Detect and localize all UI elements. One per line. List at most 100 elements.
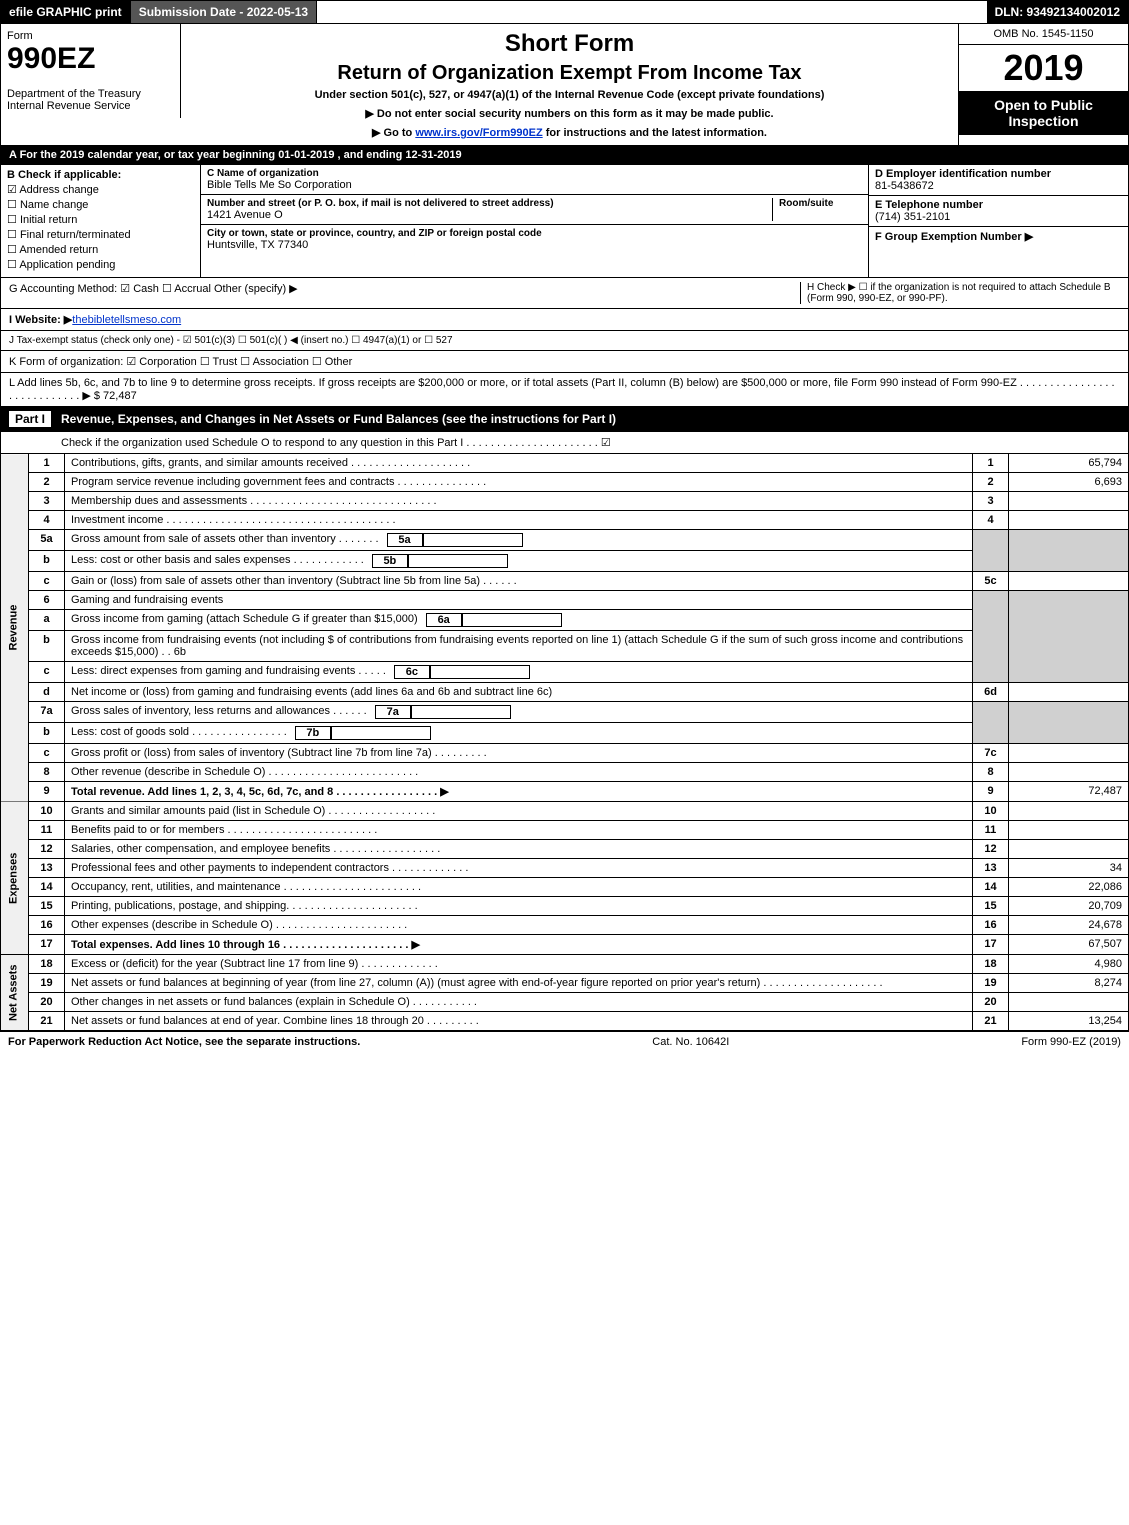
d-label: D Employer identification number bbox=[875, 168, 1122, 180]
e-val: (714) 351-2101 bbox=[875, 211, 1122, 223]
part-i-header: Part I Revenue, Expenses, and Changes in… bbox=[0, 407, 1129, 432]
row-h: H Check ▶ ☐ if the organization is not r… bbox=[800, 282, 1120, 304]
line-19: 19Net assets or fund balances at beginni… bbox=[1, 974, 1129, 993]
line-9: 9Total revenue. Add lines 1, 2, 3, 4, 5c… bbox=[1, 782, 1129, 802]
open-inspection: Open to Public Inspection bbox=[959, 91, 1128, 135]
d-cell: D Employer identification number 81-5438… bbox=[869, 165, 1128, 196]
dept-line1: Department of the Treasury bbox=[7, 88, 174, 100]
c-name-label: C Name of organization bbox=[207, 168, 862, 179]
d-val: 81-5438672 bbox=[875, 180, 1122, 192]
part-i-check-note: Check if the organization used Schedule … bbox=[0, 432, 1129, 454]
line-13: 13Professional fees and other payments t… bbox=[1, 859, 1129, 878]
row-l: L Add lines 5b, 6c, and 7b to line 9 to … bbox=[0, 373, 1129, 407]
row-g: G Accounting Method: ☑ Cash ☐ Accrual Ot… bbox=[9, 282, 800, 304]
chk-address-change: ☑ Address change bbox=[7, 183, 194, 196]
netassets-side: Net Assets bbox=[1, 955, 29, 1031]
e-label: E Telephone number bbox=[875, 199, 1122, 211]
line-7c: cGross profit or (loss) from sales of in… bbox=[1, 744, 1129, 763]
line-1: Revenue 1Contributions, gifts, grants, a… bbox=[1, 454, 1129, 473]
footer: For Paperwork Reduction Act Notice, see … bbox=[0, 1031, 1129, 1052]
line-6: 6Gaming and fundraising events bbox=[1, 591, 1129, 610]
line-12: 12Salaries, other compensation, and empl… bbox=[1, 840, 1129, 859]
c-name-cell: C Name of organization Bible Tells Me So… bbox=[201, 165, 868, 195]
line-21: 21Net assets or fund balances at end of … bbox=[1, 1012, 1129, 1031]
footer-right: Form 990-EZ (2019) bbox=[1021, 1036, 1121, 1048]
c-city-cell: City or town, state or province, country… bbox=[201, 225, 868, 254]
omb-number: OMB No. 1545-1150 bbox=[959, 24, 1128, 45]
chk-initial-return: ☐ Initial return bbox=[7, 213, 194, 226]
note-ssn: ▶ Do not enter social security numbers o… bbox=[191, 107, 948, 120]
title-return: Return of Organization Exempt From Incom… bbox=[191, 62, 948, 85]
line-6a: aGross income from gaming (attach Schedu… bbox=[1, 610, 1129, 631]
chk-amended-return: ☐ Amended return bbox=[7, 243, 194, 256]
row-a-tax-year: A For the 2019 calendar year, or tax yea… bbox=[0, 146, 1129, 165]
form-header: Form 990EZ Department of the Treasury In… bbox=[0, 24, 1129, 146]
line-7a: 7aGross sales of inventory, less returns… bbox=[1, 702, 1129, 723]
submission-date: Submission Date - 2022-05-13 bbox=[131, 1, 317, 23]
b-label: B Check if applicable: bbox=[7, 169, 194, 181]
efile-label: efile GRAPHIC print bbox=[1, 1, 131, 23]
line-16: 16Other expenses (describe in Schedule O… bbox=[1, 916, 1129, 935]
form-number-box: Form 990EZ bbox=[1, 24, 181, 82]
c-street: 1421 Avenue O bbox=[207, 209, 772, 221]
c-room-label: Room/suite bbox=[779, 198, 862, 209]
col-b: B Check if applicable: ☑ Address change … bbox=[1, 165, 201, 277]
revenue-side: Revenue bbox=[1, 454, 29, 802]
line-4: 4Investment income . . . . . . . . . . .… bbox=[1, 511, 1129, 530]
part-i-title: Revenue, Expenses, and Changes in Net As… bbox=[61, 412, 616, 426]
subtitle: Under section 501(c), 527, or 4947(a)(1)… bbox=[191, 89, 948, 101]
row-j: J Tax-exempt status (check only one) - ☑… bbox=[0, 331, 1129, 351]
line-8: 8Other revenue (describe in Schedule O) … bbox=[1, 763, 1129, 782]
top-bar: efile GRAPHIC print Submission Date - 20… bbox=[0, 0, 1129, 24]
lines-table: Revenue 1Contributions, gifts, grants, a… bbox=[0, 454, 1129, 1031]
part-i-badge: Part I bbox=[9, 411, 51, 427]
footer-left: For Paperwork Reduction Act Notice, see … bbox=[8, 1036, 360, 1048]
line-7b: bLess: cost of goods sold . . . . . . . … bbox=[1, 723, 1129, 744]
line-20: 20Other changes in net assets or fund ba… bbox=[1, 993, 1129, 1012]
c-city-label: City or town, state or province, country… bbox=[207, 228, 862, 239]
c-city: Huntsville, TX 77340 bbox=[207, 239, 862, 251]
expenses-side: Expenses bbox=[1, 802, 29, 955]
tax-year: 2019 bbox=[959, 45, 1128, 91]
c-street-cell: Number and street (or P. O. box, if mail… bbox=[201, 195, 868, 225]
irs-link[interactable]: www.irs.gov/Form990EZ bbox=[415, 127, 542, 139]
f-label: F Group Exemption Number ▶ bbox=[875, 230, 1122, 243]
dln: DLN: 93492134002012 bbox=[987, 1, 1128, 23]
line-5b: bLess: cost or other basis and sales exp… bbox=[1, 551, 1129, 572]
e-cell: E Telephone number (714) 351-2101 bbox=[869, 196, 1128, 227]
line-2: 2Program service revenue including gover… bbox=[1, 473, 1129, 492]
line-14: 14Occupancy, rent, utilities, and mainte… bbox=[1, 878, 1129, 897]
row-i: I Website: ▶thebibletellsmeso.com bbox=[0, 309, 1129, 331]
c-name: Bible Tells Me So Corporation bbox=[207, 179, 862, 191]
row-k: K Form of organization: ☑ Corporation ☐ … bbox=[0, 351, 1129, 373]
chk-final-return: ☐ Final return/terminated bbox=[7, 228, 194, 241]
form-number: 990EZ bbox=[7, 42, 174, 76]
col-def: D Employer identification number 81-5438… bbox=[868, 165, 1128, 277]
line-5c: cGain or (loss) from sale of assets othe… bbox=[1, 572, 1129, 591]
line-17: 17Total expenses. Add lines 10 through 1… bbox=[1, 935, 1129, 955]
dept-line2: Internal Revenue Service bbox=[7, 100, 174, 112]
chk-name-change: ☐ Name change bbox=[7, 198, 194, 211]
website-link[interactable]: thebibletellsmeso.com bbox=[72, 314, 181, 326]
line-5a: 5aGross amount from sale of assets other… bbox=[1, 530, 1129, 551]
dept-box: Department of the Treasury Internal Reve… bbox=[1, 82, 181, 118]
footer-mid: Cat. No. 10642I bbox=[652, 1036, 729, 1048]
c-street-label: Number and street (or P. O. box, if mail… bbox=[207, 198, 772, 209]
title-box: Short Form Return of Organization Exempt… bbox=[181, 24, 958, 145]
chk-application-pending: ☐ Application pending bbox=[7, 258, 194, 271]
line-18: Net Assets 18Excess or (deficit) for the… bbox=[1, 955, 1129, 974]
line-6b: bGross income from fundraising events (n… bbox=[1, 631, 1129, 662]
line-11: 11Benefits paid to or for members . . . … bbox=[1, 821, 1129, 840]
line-6c: cLess: direct expenses from gaming and f… bbox=[1, 662, 1129, 683]
f-cell: F Group Exemption Number ▶ bbox=[869, 227, 1128, 246]
note-goto: ▶ Go to www.irs.gov/Form990EZ for instru… bbox=[191, 126, 948, 139]
section-bcdef: B Check if applicable: ☑ Address change … bbox=[0, 165, 1129, 278]
line-10: Expenses 10Grants and similar amounts pa… bbox=[1, 802, 1129, 821]
line-3: 3Membership dues and assessments . . . .… bbox=[1, 492, 1129, 511]
omb-box: OMB No. 1545-1150 2019 Open to Public In… bbox=[958, 24, 1128, 145]
row-gh: G Accounting Method: ☑ Cash ☐ Accrual Ot… bbox=[0, 278, 1129, 309]
form-label: Form bbox=[7, 30, 174, 42]
title-short-form: Short Form bbox=[191, 30, 948, 58]
col-c: C Name of organization Bible Tells Me So… bbox=[201, 165, 868, 277]
line-15: 15Printing, publications, postage, and s… bbox=[1, 897, 1129, 916]
